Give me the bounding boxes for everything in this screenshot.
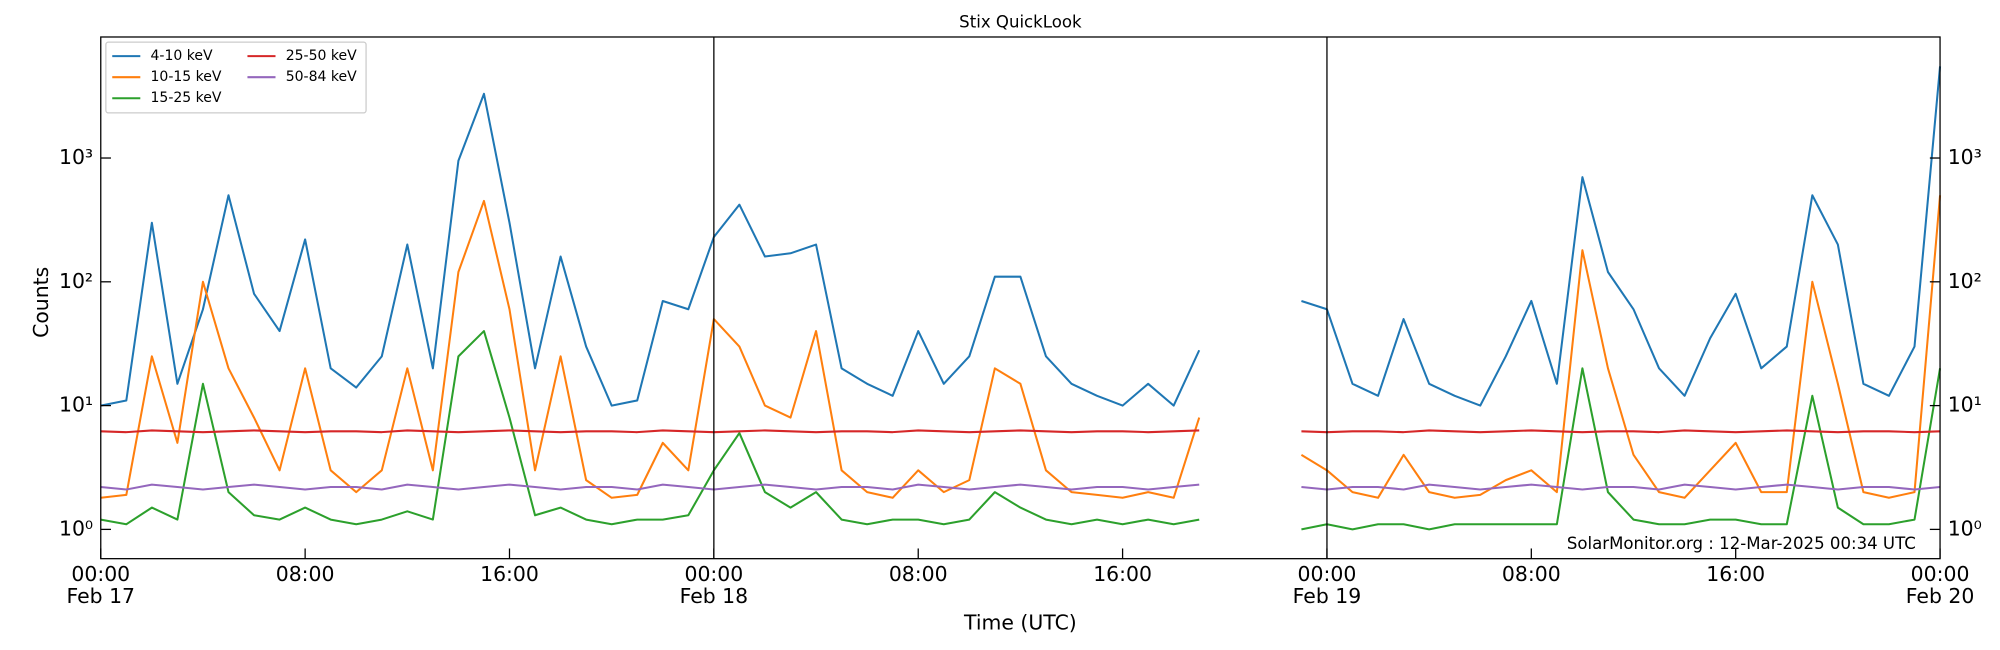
x-tick-label: 16:00 <box>480 562 539 586</box>
legend-label: 10-15 keV <box>151 69 222 85</box>
y-tick-label: 10⁰ <box>59 516 93 540</box>
y-tick-label: 10¹ <box>1948 393 1982 417</box>
y-tick-label: 10⁰ <box>1948 516 1982 540</box>
series-line <box>100 429 1941 434</box>
legend-label: 4-10 keV <box>151 48 214 64</box>
plot-area <box>100 66 1942 531</box>
y-tick-label: 10¹ <box>59 393 93 417</box>
series-line <box>100 66 1942 407</box>
x-tick-label: 00:00 <box>1911 562 1970 586</box>
x-tick-label: 00:00 <box>1298 562 1357 586</box>
y-tick-label: 10³ <box>59 145 93 169</box>
series-line <box>100 483 1941 491</box>
x-tick-date: Feb 20 <box>1906 584 1975 608</box>
y-tick-label: 10² <box>1948 269 1982 293</box>
legend-box <box>105 41 367 114</box>
y-tick-label: 10³ <box>1948 145 1982 169</box>
y-tick-label: 10² <box>59 269 93 293</box>
x-tick-date: Feb 18 <box>680 584 749 608</box>
axes-frame <box>100 36 1941 560</box>
series-line <box>100 195 1942 499</box>
x-tick-label: 08:00 <box>1502 562 1561 586</box>
x-tick-label: 08:00 <box>276 562 335 586</box>
x-axis-label: Time (UTC) <box>963 611 1077 635</box>
chart-title: Stix QuickLook <box>959 12 1082 31</box>
y-axis-label: Counts <box>29 267 53 338</box>
legend-label: 25-50 keV <box>286 48 357 64</box>
x-tick-date: Feb 17 <box>66 584 135 608</box>
annotation: SolarMonitor.org : 12-Mar-2025 00:34 UTC <box>1567 534 1916 553</box>
legend-label: 15-25 keV <box>151 90 222 106</box>
x-tick-label: 16:00 <box>1706 562 1765 586</box>
x-tick-label: 16:00 <box>1093 562 1152 586</box>
x-tick-date: Feb 19 <box>1293 584 1362 608</box>
x-tick-label: 00:00 <box>684 562 743 586</box>
legend-label: 50-84 keV <box>286 69 357 85</box>
x-tick-label: 00:00 <box>71 562 130 586</box>
x-tick-label: 08:00 <box>889 562 948 586</box>
